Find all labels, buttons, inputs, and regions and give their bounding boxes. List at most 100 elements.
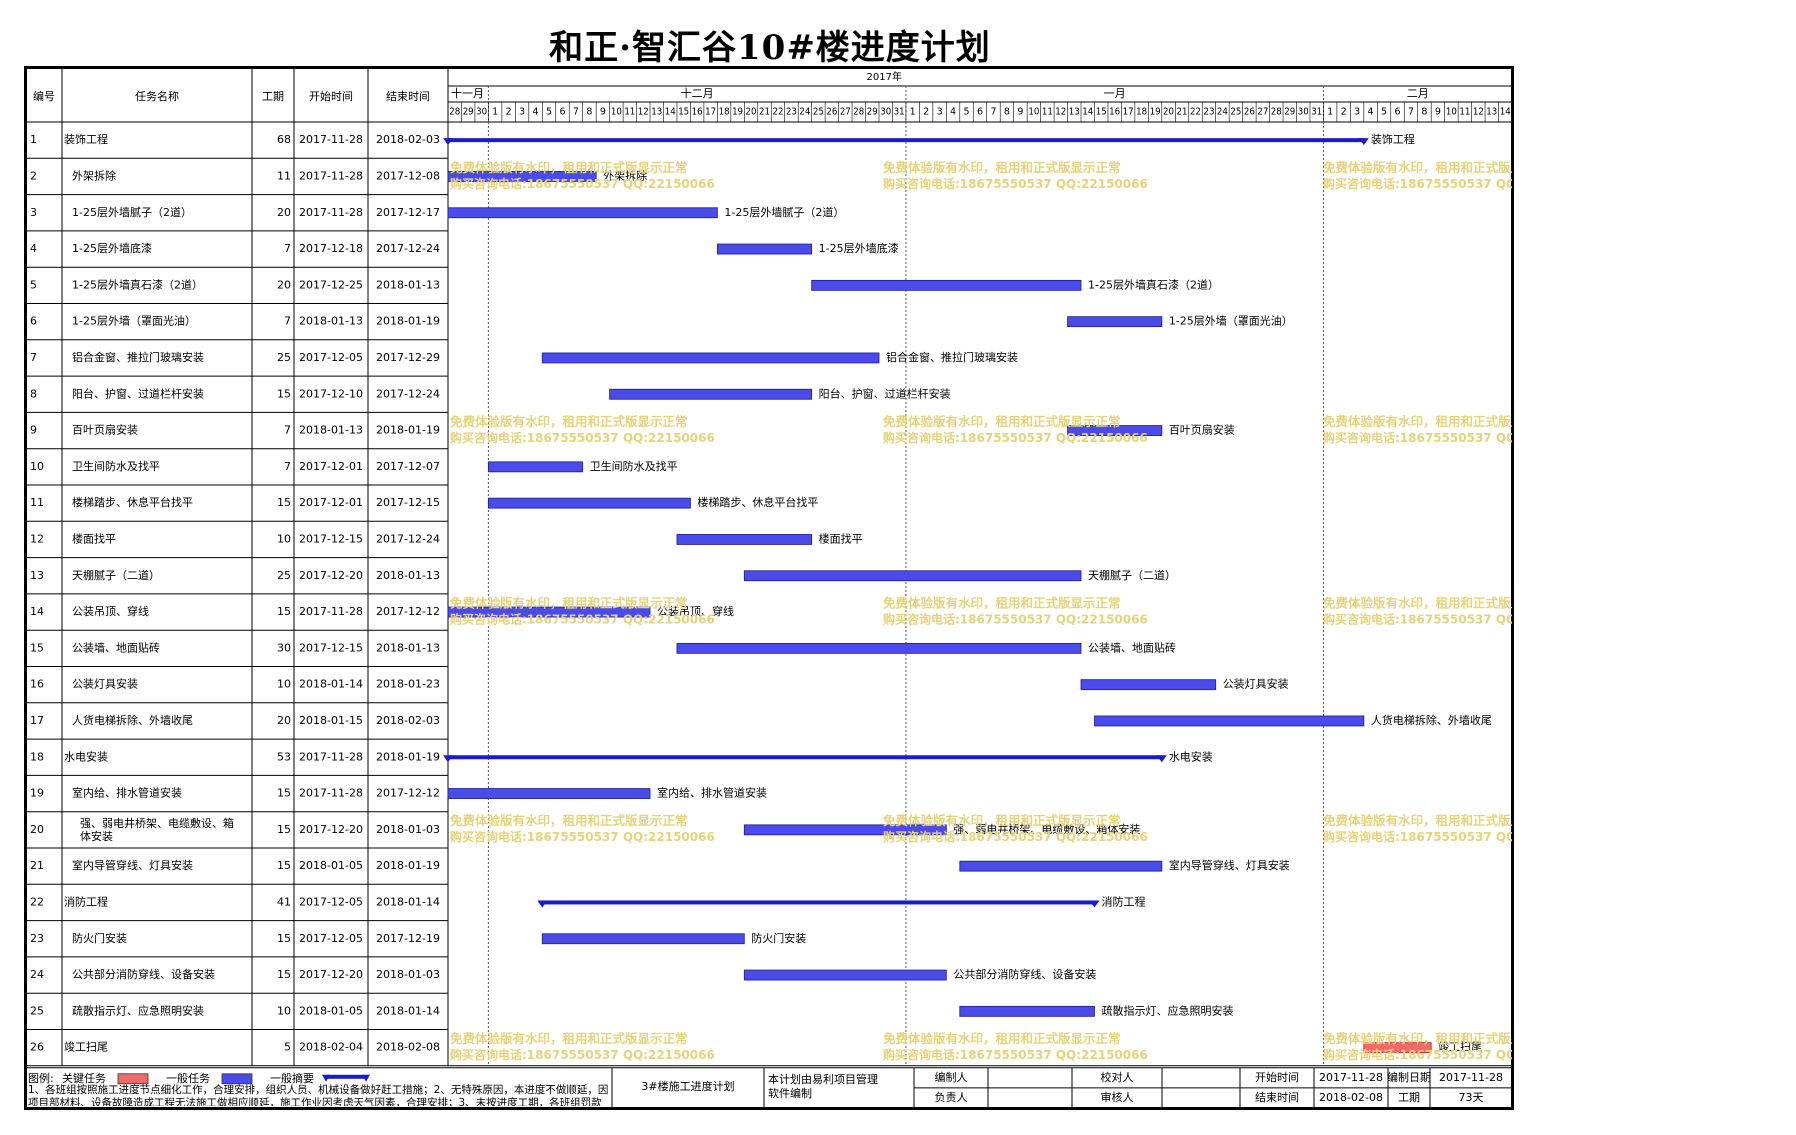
task-name: 1-25层外墙腻子（2道） (72, 205, 192, 219)
task-name: 1-25层外墙（罩面光油） (72, 314, 196, 328)
day-label: 18 (719, 107, 730, 118)
watermark-text: 免费体验版有水印，租用和正式版显示正常 (450, 160, 688, 175)
bar-label: 公装灯具安装 (1223, 677, 1289, 691)
task-id: 25 (30, 1004, 44, 1017)
day-label: 13 (651, 107, 662, 118)
watermark-text: 购买咨询电话:18675550537 QQ:22150066 (1323, 430, 1512, 445)
day-label: 25 (1230, 107, 1241, 118)
task-id: 15 (30, 641, 44, 654)
legend-item-label: 一般摘要 (270, 1071, 314, 1085)
watermark-text: 免费体验版有水印，租用和正式版显示正常 (1323, 1031, 1512, 1046)
task-id: 13 (30, 569, 44, 582)
bar-label: 公共部分消防穿线、设备安装 (953, 967, 1096, 981)
task-duration: 15 (277, 387, 291, 400)
watermark-text: 购买咨询电话:18675550537 QQ:22150066 (450, 430, 715, 445)
label-end: 结束时间 (1255, 1091, 1299, 1104)
task-end: 2017-12-24 (376, 387, 440, 400)
task-id: 6 (30, 315, 37, 328)
task-name: 室内给、排水管道安装 (72, 786, 182, 800)
task-name: 外架拆除 (72, 168, 116, 182)
day-label: 10 (1028, 107, 1039, 118)
column-header-id: 编号 (33, 89, 55, 103)
day-label: 29 (1284, 107, 1295, 118)
day-label: 4 (950, 107, 956, 118)
critical-task-bar (1363, 1042, 1432, 1054)
task-id: 24 (30, 968, 44, 981)
day-label: 12 (1055, 107, 1066, 118)
task-end: 2018-01-03 (376, 823, 440, 836)
task-name: 公共部分消防穿线、设备安装 (72, 967, 215, 981)
watermark-text: 免费体验版有水印，租用和正式版显示正常 (450, 595, 688, 610)
day-label: 1 (492, 107, 498, 118)
watermark-text: 免费体验版有水印，租用和正式版显示正常 (883, 160, 1121, 175)
day-label: 5 (964, 107, 970, 118)
day-label: 17 (1123, 107, 1134, 118)
day-label: 15 (1096, 107, 1107, 118)
task-id: 18 (30, 750, 44, 763)
task-end: 2018-02-08 (376, 1041, 440, 1054)
bar-label: 外架拆除 (603, 168, 647, 182)
bar-label: 防火门安装 (751, 931, 806, 945)
day-label: 31 (1311, 107, 1322, 118)
task-name: 楼梯踏步、休息平台找平 (72, 495, 193, 509)
bar-label: 疏散指示灯、应急照明安装 (1101, 1003, 1233, 1017)
task-start: 2018-01-05 (299, 859, 363, 872)
task-end: 2018-01-19 (376, 315, 440, 328)
task-end: 2018-02-03 (376, 133, 440, 146)
footer-notes: 1、各班组按照施工进度节点细化工作，合理安排，组织人员、机械设备做好赶工措施；2… (28, 1083, 609, 1106)
day-label: 2 (923, 107, 929, 118)
task-end: 2018-01-03 (376, 968, 440, 981)
task-id: 26 (30, 1041, 44, 1054)
legend-swatch (117, 1073, 149, 1085)
summary-bar (448, 138, 1364, 143)
column-header-duration: 工期 (262, 90, 284, 103)
day-label: 9 (1435, 107, 1441, 118)
task-start: 2018-01-14 (299, 678, 363, 691)
day-label: 17 (705, 107, 716, 118)
day-label: 23 (786, 107, 797, 118)
watermark-text: 购买咨询电话:18675550537 QQ:22150066 (1323, 176, 1512, 191)
label-owner: 负责人 (935, 1090, 968, 1104)
label-compiler: 编制人 (935, 1070, 968, 1084)
summary-start-marker (443, 755, 453, 763)
task-start: 2017-12-01 (299, 460, 363, 473)
task-id: 1 (30, 133, 37, 146)
day-label: 10 (1446, 107, 1457, 118)
watermark-text: 购买咨询电话:18675550537 QQ:22150066 (450, 611, 715, 626)
legend-item-label: 关键任务 (62, 1071, 106, 1085)
task-id: 12 (30, 532, 44, 545)
label-date: 编制日期 (1387, 1070, 1431, 1084)
day-label: 25 (813, 107, 824, 118)
value-date: 2017-11-28 (1439, 1071, 1503, 1084)
task-end: 2017-12-29 (376, 351, 440, 364)
task-name: 疏散指示灯、应急照明安装 (72, 1003, 204, 1017)
task-end: 2018-02-03 (376, 714, 440, 727)
task-end: 2018-01-13 (376, 641, 440, 654)
day-label: 24 (1217, 107, 1228, 118)
task-start: 2017-11-28 (299, 605, 363, 618)
software-note: 本计划由易利项目管理 (768, 1072, 878, 1086)
legend-summary-marker (322, 1074, 330, 1082)
watermark-text: 免费体验版有水印，租用和正式版显示正常 (1323, 414, 1512, 429)
task-name: 公装吊顶、穿线 (72, 604, 149, 618)
day-label: 27 (840, 107, 851, 118)
legend-summary-swatch (326, 1074, 366, 1079)
summary-start-marker (443, 138, 453, 146)
task-start: 2018-01-05 (299, 1004, 363, 1017)
value-start: 2017-11-28 (1319, 1071, 1383, 1084)
task-duration: 15 (277, 823, 291, 836)
task-start: 2018-02-04 (299, 1041, 363, 1054)
bar-label: 铝合金窗、推拉门玻璃安装 (886, 350, 1018, 364)
task-end: 2018-01-14 (376, 1004, 440, 1017)
watermark-text: 免费体验版有水印，租用和正式版显示正常 (883, 1031, 1121, 1046)
bar-label: 装饰工程 (1371, 132, 1415, 146)
day-label: 27 (1257, 107, 1268, 118)
task-duration: 20 (277, 206, 291, 219)
task-name: 公装灯具安装 (72, 677, 138, 691)
task-bar (1080, 679, 1217, 691)
watermark-text: 免费体验版有水印，租用和正式版显示正常 (883, 414, 1121, 429)
value-duration: 73天 (1459, 1091, 1484, 1104)
task-bar (1094, 715, 1365, 727)
day-label: 6 (559, 107, 565, 118)
task-name: 公装墙、地面贴砖 (72, 640, 160, 654)
